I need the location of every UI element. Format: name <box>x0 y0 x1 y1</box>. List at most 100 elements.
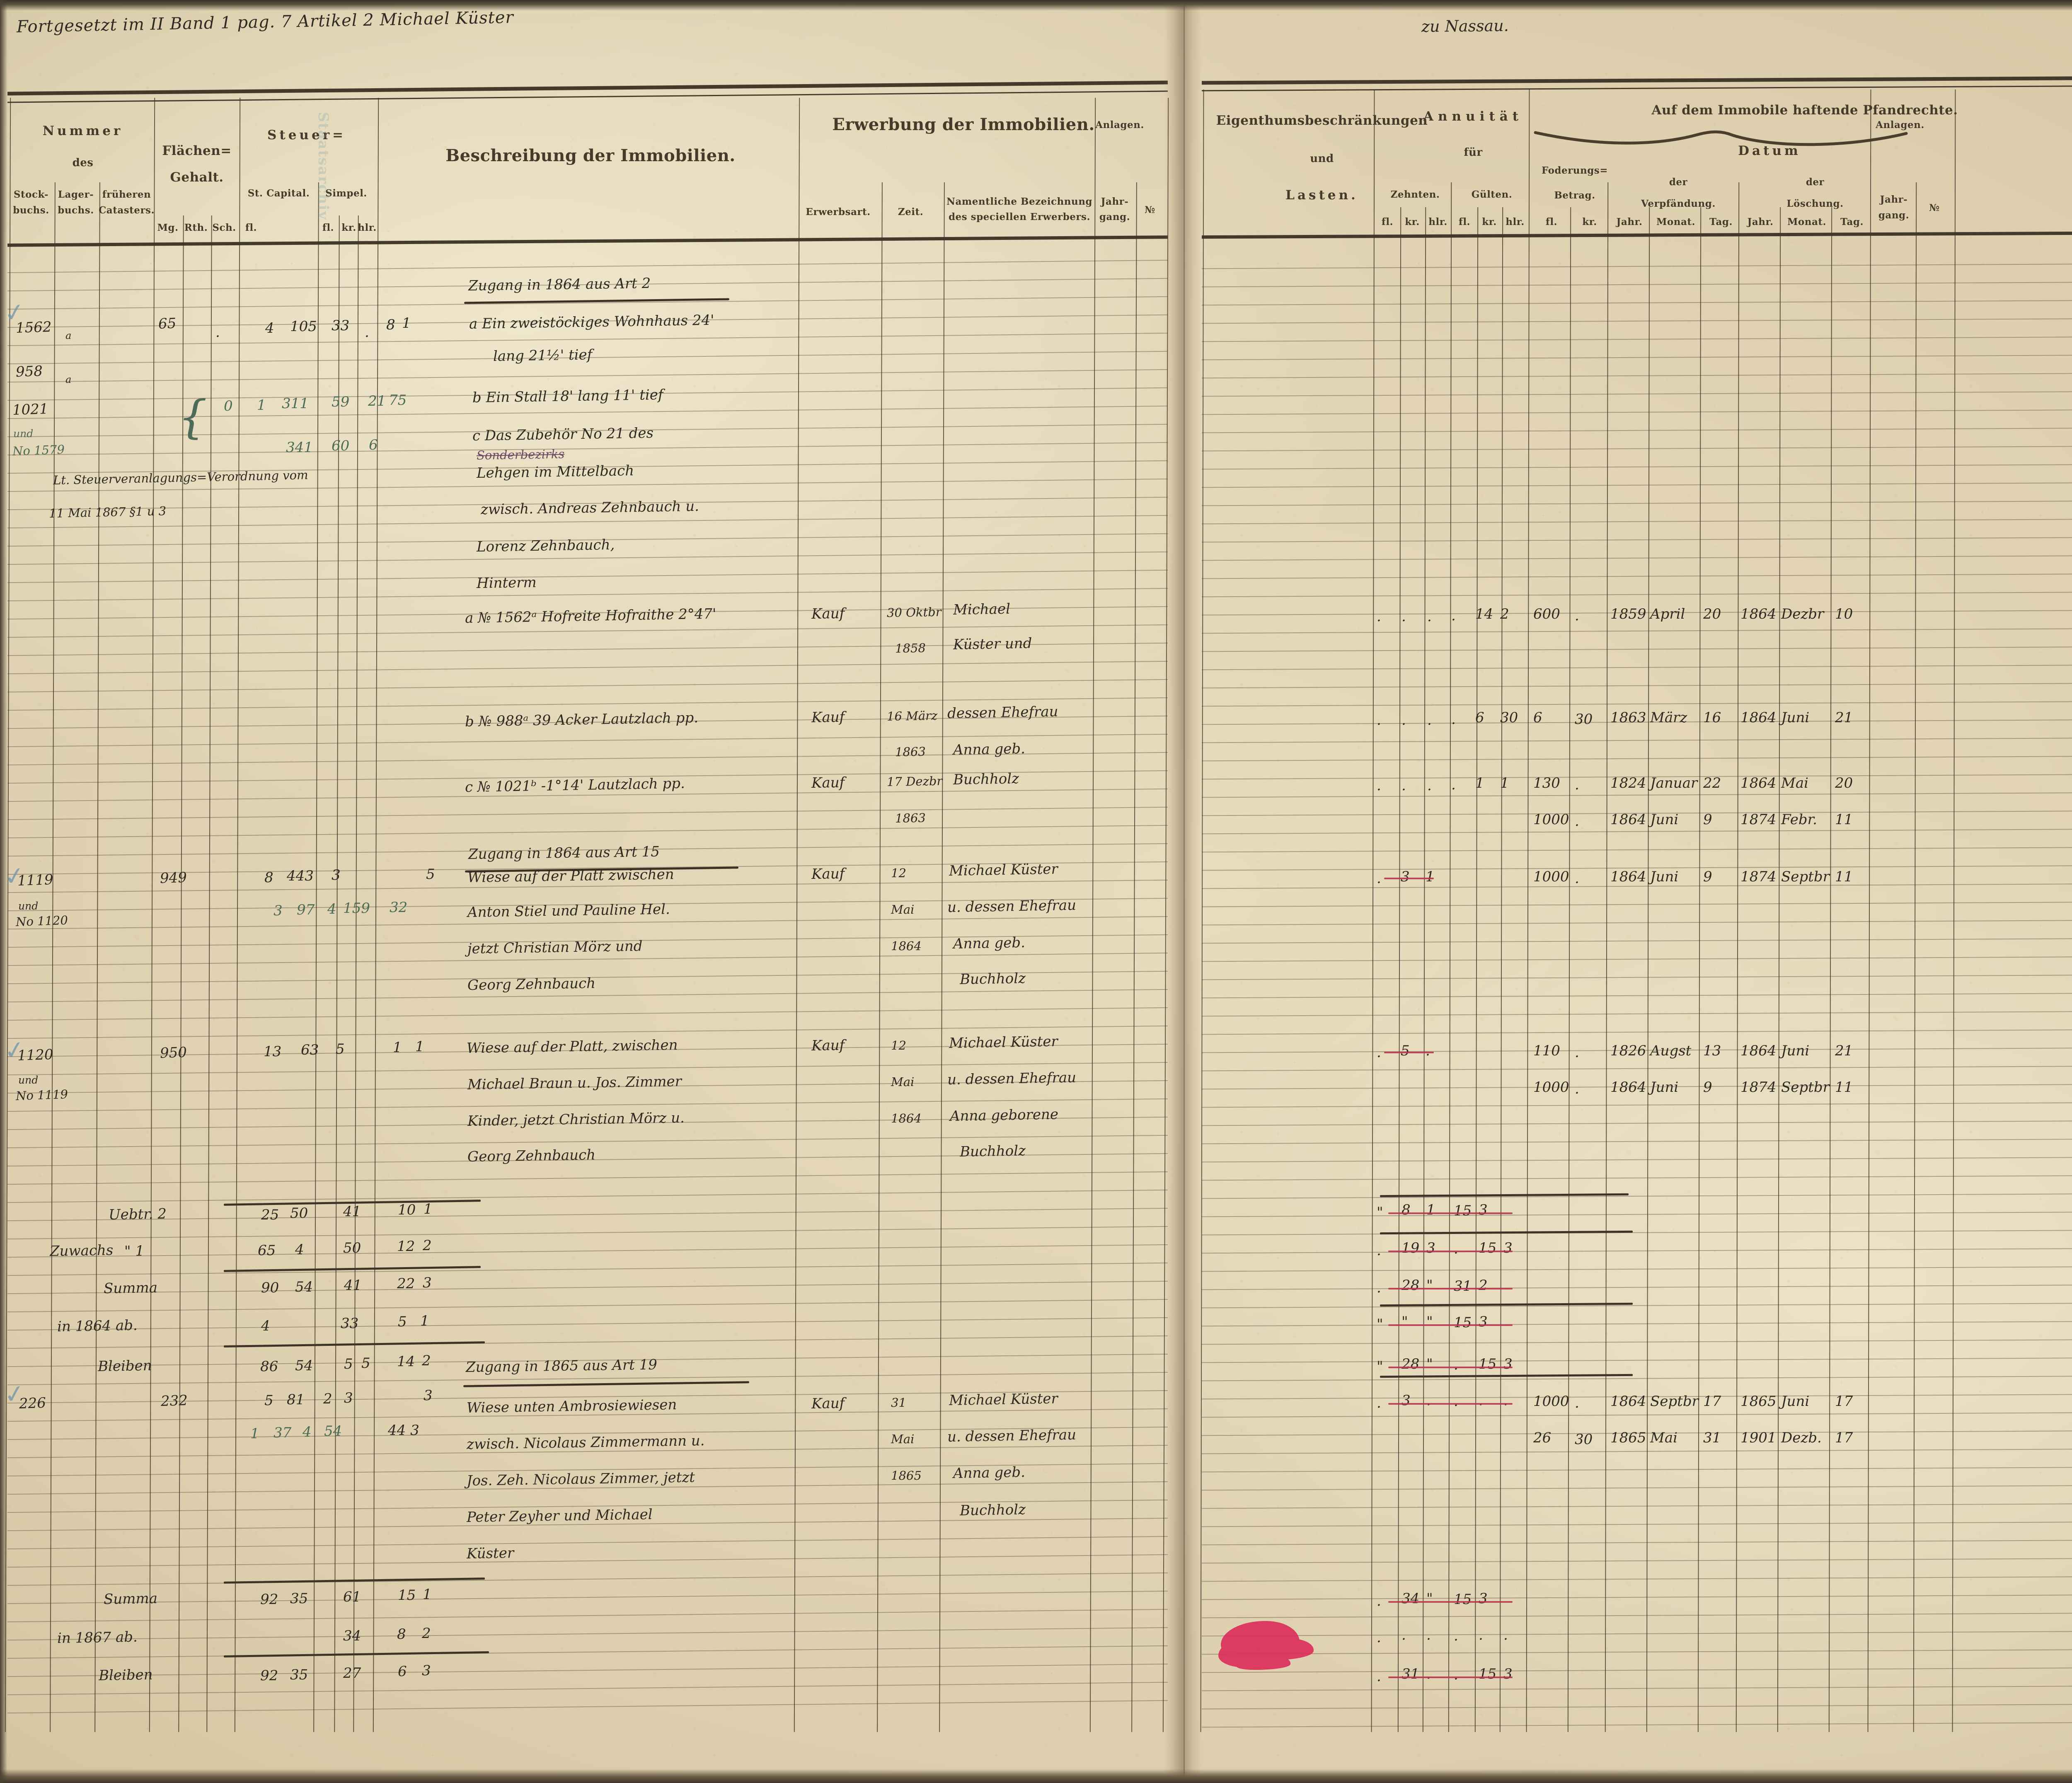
pfand-verpf-monat: Juni <box>1650 811 1679 828</box>
desc-c-line3: zwisch. Andreas Zehnbauch u. <box>480 498 700 518</box>
pfand-verpf-jahr: 1824 <box>1610 775 1646 791</box>
annuitaet-guelten-cell: 15 <box>1479 1240 1497 1256</box>
row-1119-erw2: u. dessen Ehefrau <box>947 897 1077 916</box>
pfand-loesch-monat: Dezbr <box>1781 606 1824 622</box>
header-lagerbuchs-1: Lager- <box>58 189 94 200</box>
annuitaet-guelten-cell: . <box>1454 1393 1458 1410</box>
pfand-loesch-jahr: 1864 <box>1740 606 1777 622</box>
pfand-loesch-tag: 11 <box>1835 1079 1853 1096</box>
pfand-betrag: 1000 <box>1533 869 1569 885</box>
subtotal-a-ab-c6: 1 <box>420 1313 429 1329</box>
subtotal-b-summa-c2: 35 <box>290 1590 308 1607</box>
acq-row-a-zeit1: 30 Oktbr <box>886 605 942 620</box>
header-right-nummer-sign: № <box>1929 202 1940 213</box>
cell-r3g-2: 341 <box>286 439 313 456</box>
desc-c-line2: Lehgen im Mittelbach <box>476 462 634 481</box>
cell-r2g-0: 0 <box>224 398 233 414</box>
pfand-verpf-tag: 16 <box>1703 709 1721 726</box>
pfand-kreuzer: . <box>1575 1044 1579 1061</box>
cell-r1-v3: 105 <box>290 318 317 335</box>
acq-row-a-art: Kauf <box>811 605 845 622</box>
header-guelten: Gülten. <box>1471 189 1513 200</box>
subtotal-b-summa-c7: 1 <box>423 1586 432 1603</box>
row-1119-desc4: Georg Zehnbauch <box>467 975 596 994</box>
header-anmerkungen-2: über den Abgang. <box>1964 172 2072 183</box>
pfand-kreuzer: 30 <box>1575 1431 1593 1448</box>
annuitaet-kr: 6 <box>1475 709 1484 726</box>
annuitaet-final-zehnten-cell: . <box>1426 1627 1431 1643</box>
annuitaet-strikethrough <box>1388 1288 1513 1289</box>
pfand-loesch-jahr: 1874 <box>1740 1079 1777 1096</box>
subtotal-b-summa-c1: 92 <box>260 1591 278 1608</box>
subtotal-b-bleiben-c2: 35 <box>290 1667 308 1683</box>
pfand-betrag: 600 <box>1533 606 1560 622</box>
annuitaet-final-zehnten-cell: " <box>1426 1590 1433 1607</box>
pfand-kreuzer: . <box>1575 607 1579 624</box>
header-schuh: Sch. <box>212 222 236 233</box>
annuitaet-zehnten-cell: 3 <box>1402 1392 1411 1409</box>
pfand-loesch-jahr: 1874 <box>1740 811 1777 828</box>
annuitaet-placeholder-dot: . <box>1402 777 1406 794</box>
header-datum-unit-monat1: Monat. <box>1656 216 1696 227</box>
cell-226-v7: 3 <box>424 1387 433 1404</box>
annuitaet-guelten-cell: . <box>1479 1392 1483 1409</box>
annuitaet-strikethrough <box>1388 1324 1513 1326</box>
header-annuitaet-fuer: für <box>1464 146 1483 159</box>
archive-stamp-bleedthrough: Staatsarchiv <box>315 112 332 220</box>
acq-row-a-zeit2: 1858 <box>895 641 926 656</box>
cell-1120-lager: 950 <box>160 1044 187 1062</box>
pfand-verpf-monat: Juni <box>1650 869 1679 885</box>
row-1120-erw4: Buchholz <box>959 1142 1026 1160</box>
annuitaet-hlr: 1 <box>1500 775 1509 791</box>
pfand-verpf-jahr: 1864 <box>1610 1079 1646 1096</box>
header-morgen: Mg. <box>157 222 179 233</box>
annuitaet-fl: . <box>1451 777 1456 793</box>
subtotal-a-label-bleiben: Bleiben <box>97 1357 152 1375</box>
book-gutter-shadow <box>1164 0 1202 1783</box>
row-1119-art: Kauf <box>811 865 845 883</box>
pfand-verpf-jahr: 1864 <box>1610 811 1646 828</box>
header-beschreibung: Beschreibung der Immobilien. <box>445 146 736 165</box>
book-fold-line <box>1184 0 1185 1783</box>
cell-1120-v5: 1 <box>393 1039 402 1056</box>
subtotal-a-zuwachs-c4: 50 <box>343 1240 361 1256</box>
row-226-desc1: Wiese unten Ambrosiewiesen <box>466 1396 677 1416</box>
subtotal-b-ab-c6: 8 <box>397 1626 406 1643</box>
annuitaet-strikethrough <box>1384 878 1434 879</box>
annuitaet-zehnten-cell: . <box>1377 1395 1381 1411</box>
annuitaet-hlr: 30 <box>1500 709 1518 726</box>
pfand-loesch-jahr: 1864 <box>1740 1043 1777 1059</box>
subtotal-a-ab-c5: 5 <box>398 1314 407 1330</box>
cell-1119-v3: 3 <box>332 867 341 883</box>
header-datum: Datum <box>1738 143 1801 158</box>
header-nummer: Nummer <box>42 123 123 138</box>
annuitaet-final-guelten-cell: 15 <box>1454 1591 1472 1608</box>
pfand-verpf-monat: Juni <box>1650 1079 1679 1096</box>
annuitaet-zehnten-cell: 19 <box>1402 1240 1420 1256</box>
cell-1119-v2: 443 <box>287 868 314 884</box>
subtotal-a-uebtr-c3: 50 <box>290 1205 308 1222</box>
row-1120-zeit1: 12 <box>891 1038 906 1052</box>
annuitaet-guelten-cell: 3 <box>1479 1314 1488 1330</box>
header-annuitaet-unit-kr2: kr. <box>1482 216 1497 227</box>
subtotal-b-ab-c7: 2 <box>422 1625 431 1642</box>
acq-row-c-zeit1: 17 Dezbr <box>886 774 943 789</box>
annuitaet-hlr: 2 <box>1500 606 1509 622</box>
header-datum-unit-monat2: Monat. <box>1787 216 1827 227</box>
annuitaet-final-guelten-cell: . <box>1454 1628 1458 1644</box>
header-flaechen: Flächen= <box>162 143 232 158</box>
desc-a-line2: lang 21½' tief <box>493 346 593 365</box>
green-brace: { <box>178 390 207 443</box>
annuitaet-zehnten-cell: 28 <box>1402 1356 1420 1372</box>
row-226-zeit2: Mai <box>891 1432 915 1446</box>
cell-1119-v6: 5 <box>426 866 435 883</box>
subtotal-a-ab-c0: 4 <box>261 1318 270 1334</box>
header-steuer-unit-fl1: fl. <box>245 222 257 233</box>
annuitaet-fl: . <box>1451 711 1456 728</box>
pfand-verpf-monat: Januar <box>1650 775 1698 791</box>
pfand-verpf-tag: 17 <box>1703 1393 1721 1410</box>
pfand-betrag: 110 <box>1533 1043 1560 1059</box>
cell-stockbuch-958-sup: a <box>65 374 72 385</box>
pfand-verpf-tag: 9 <box>1703 811 1712 828</box>
